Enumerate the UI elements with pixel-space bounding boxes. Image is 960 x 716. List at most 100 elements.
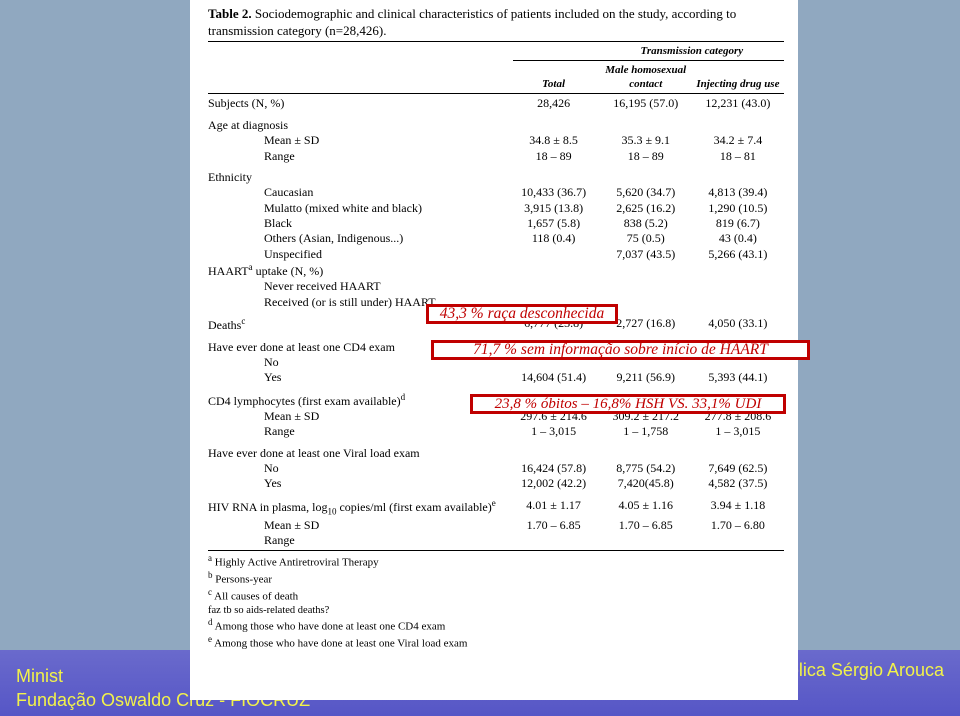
row-eth-blk: Black1,657 (5.8)838 (5.2)819 (6.7) bbox=[208, 216, 784, 231]
cell: HAARTa uptake (N, %) bbox=[208, 262, 508, 279]
cell: Mulatto (mixed white and black) bbox=[208, 201, 508, 216]
cell: 10,433 (36.7) bbox=[508, 185, 600, 200]
cell: 4,582 (37.5) bbox=[692, 476, 784, 491]
cell: Mean ± SD bbox=[208, 409, 508, 424]
annotation-obitos: 23,8 % óbitos – 16,8% HSH VS. 33,1% UDI bbox=[470, 394, 786, 414]
header-table: Transmission category bbox=[208, 44, 784, 58]
col-total: Total bbox=[508, 63, 600, 91]
cell: 7,037 (43.5) bbox=[600, 247, 692, 262]
cell: Range bbox=[208, 533, 508, 548]
row-age-mean: Mean ± SD34.8 ± 8.535.3 ± 9.134.2 ± 7.4 bbox=[208, 133, 784, 148]
row-haart-hdr: HAARTa uptake (N, %) bbox=[208, 262, 784, 279]
cell: 16,195 (57.0) bbox=[600, 96, 692, 111]
fn-a: a Highly Active Antiretroviral Therapy bbox=[208, 553, 784, 570]
row-rna-mean: Mean ± SD1.70 – 6.851.70 – 6.851.70 – 6.… bbox=[208, 518, 784, 533]
row-vl-no: No16,424 (57.8)8,775 (54.2)7,649 (62.5) bbox=[208, 461, 784, 476]
cell: 1 – 3,015 bbox=[508, 424, 600, 439]
cell: Ethnicity bbox=[208, 170, 508, 185]
cell: 1.70 – 6.85 bbox=[508, 518, 600, 533]
cell: Mean ± SD bbox=[208, 133, 508, 148]
cell: 1 – 3,015 bbox=[692, 424, 784, 439]
cell: 35.3 ± 9.1 bbox=[600, 133, 692, 148]
cell bbox=[508, 247, 600, 262]
row-cd4-yes: Yes14,604 (51.4)9,211 (56.9)5,393 (44.1) bbox=[208, 370, 784, 385]
fn-e: e Among those who have done at least one… bbox=[208, 634, 784, 651]
cell: 18 – 89 bbox=[508, 149, 600, 164]
slide-root: Table 2. Sociodemographic and clinical c… bbox=[0, 0, 960, 716]
cell: Caucasian bbox=[208, 185, 508, 200]
cell: Yes bbox=[208, 476, 508, 491]
fn-d: d Among those who have done at least one… bbox=[208, 617, 784, 634]
cell: 1,290 (10.5) bbox=[692, 201, 784, 216]
cell: 43 (0.4) bbox=[692, 231, 784, 246]
col-hsh: Male homosexual contact bbox=[600, 63, 692, 91]
cell: 16,424 (57.8) bbox=[508, 461, 600, 476]
rule-top bbox=[208, 41, 784, 42]
cell: CD4 lymphocytes (first exam available)d bbox=[208, 392, 508, 409]
cell: Yes bbox=[208, 370, 508, 385]
row-age-range: Range18 – 8918 – 8918 – 81 bbox=[208, 149, 784, 164]
row-eth-cau: Caucasian10,433 (36.7)5,620 (34.7)4,813 … bbox=[208, 185, 784, 200]
cell: Mean ± SD bbox=[208, 518, 508, 533]
row-subjects: Subjects (N, %)28,42616,195 (57.0)12,231… bbox=[208, 96, 784, 111]
col-cat-header: Transmission category bbox=[600, 44, 784, 58]
footnotes: a Highly Active Antiretroviral Therapy b… bbox=[208, 553, 784, 650]
row-vl-yes: Yes12,002 (42.2)7,420(45.8)4,582 (37.5) bbox=[208, 476, 784, 491]
cell: 1 – 1,758 bbox=[600, 424, 692, 439]
row-rna-rng: Range bbox=[208, 533, 784, 548]
rule-headbottom bbox=[208, 93, 784, 94]
cell: 12,002 (42.2) bbox=[508, 476, 600, 491]
col-headers: Total Male homosexual contact Injecting … bbox=[208, 63, 784, 91]
cell: 5,393 (44.1) bbox=[692, 370, 784, 385]
row-eth-hdr: Ethnicity bbox=[208, 170, 784, 185]
rule-subhead bbox=[513, 60, 784, 61]
cell: Never received HAART bbox=[208, 279, 508, 294]
cell: 4.05 ± 1.16 bbox=[600, 498, 692, 518]
cell: 5,620 (34.7) bbox=[600, 185, 692, 200]
fn-b: b Persons-year bbox=[208, 570, 784, 587]
table-caption-text: Sociodemographic and clinical characteri… bbox=[208, 6, 736, 38]
cell: Have ever done at least one Viral load e… bbox=[208, 446, 508, 461]
cell: 3,915 (13.8) bbox=[508, 201, 600, 216]
fn-handwritten: faz tb so aids-related deaths? bbox=[208, 604, 784, 617]
table-number: Table 2. bbox=[208, 6, 252, 21]
cell: 7,420(45.8) bbox=[600, 476, 692, 491]
col-idu: Injecting drug use bbox=[692, 63, 784, 91]
annotation-raca: 43,3 % raça desconhecida bbox=[426, 304, 618, 324]
row-vlever-hdr: Have ever done at least one Viral load e… bbox=[208, 446, 784, 461]
cell: 1.70 – 6.85 bbox=[600, 518, 692, 533]
cell: 18 – 89 bbox=[600, 149, 692, 164]
cell: 2,625 (16.2) bbox=[600, 201, 692, 216]
cell: 4.01 ± 1.17 bbox=[508, 498, 600, 518]
table-caption: Table 2. Sociodemographic and clinical c… bbox=[208, 6, 784, 39]
row-age-hdr: Age at diagnosis bbox=[208, 118, 784, 133]
row-eth-mul: Mulatto (mixed white and black)3,915 (13… bbox=[208, 201, 784, 216]
cell: 12,231 (43.0) bbox=[692, 96, 784, 111]
cell: 4,813 (39.4) bbox=[692, 185, 784, 200]
row-eth-oth: Others (Asian, Indigenous...)118 (0.4)75… bbox=[208, 231, 784, 246]
cell: Age at diagnosis bbox=[208, 118, 508, 133]
cell: 118 (0.4) bbox=[508, 231, 600, 246]
cell: 819 (6.7) bbox=[692, 216, 784, 231]
cell: 14,604 (51.4) bbox=[508, 370, 600, 385]
cell: 8,775 (54.2) bbox=[600, 461, 692, 476]
cell: 4,050 (33.1) bbox=[692, 316, 784, 333]
cell: No bbox=[208, 461, 508, 476]
footer-right: ública Sérgio Arouca bbox=[779, 656, 944, 681]
cell: 18 – 81 bbox=[692, 149, 784, 164]
cell: HIV RNA in plasma, log10 copies/ml (firs… bbox=[208, 498, 508, 518]
cell: 1,657 (5.8) bbox=[508, 216, 600, 231]
cell: 28,426 bbox=[508, 96, 600, 111]
cell: 5,266 (43.1) bbox=[692, 247, 784, 262]
cell: 7,649 (62.5) bbox=[692, 461, 784, 476]
cell: 34.8 ± 8.5 bbox=[508, 133, 600, 148]
cell: 838 (5.2) bbox=[600, 216, 692, 231]
row-rna-hdr: HIV RNA in plasma, log10 copies/ml (firs… bbox=[208, 498, 784, 518]
cell: Others (Asian, Indigenous...) bbox=[208, 231, 508, 246]
cell: Black bbox=[208, 216, 508, 231]
cell: 9,211 (56.9) bbox=[600, 370, 692, 385]
cell: 1.70 – 6.80 bbox=[692, 518, 784, 533]
cell: 75 (0.5) bbox=[600, 231, 692, 246]
row-eth-uns: Unspecified7,037 (43.5)5,266 (43.1) bbox=[208, 247, 784, 262]
cell: Subjects (N, %) bbox=[208, 96, 508, 111]
